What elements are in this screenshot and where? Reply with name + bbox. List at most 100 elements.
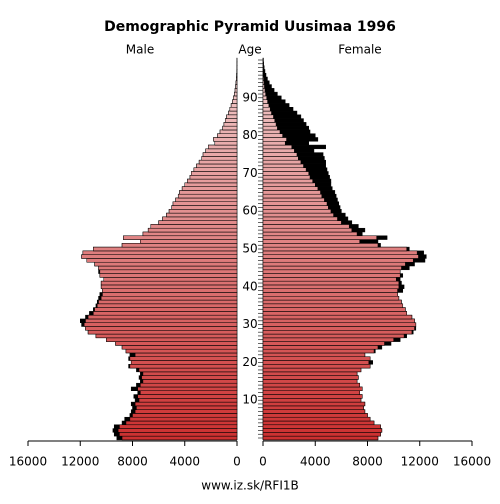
female-common xyxy=(263,96,267,100)
male-common xyxy=(194,168,237,172)
female-common xyxy=(263,228,352,232)
female-common xyxy=(263,145,292,149)
male-common xyxy=(148,228,237,232)
female-common xyxy=(263,88,265,92)
male-common xyxy=(139,368,237,372)
male-common xyxy=(143,372,237,376)
female-common xyxy=(263,77,264,81)
male-common xyxy=(140,391,237,395)
male-common xyxy=(99,300,237,304)
male-common xyxy=(180,190,237,194)
male-common xyxy=(176,198,237,202)
female-common xyxy=(263,194,322,198)
male-common xyxy=(199,160,237,164)
female-common xyxy=(263,330,412,334)
male-common xyxy=(190,175,237,179)
male-common xyxy=(119,432,237,436)
female-common xyxy=(263,300,401,304)
female-common xyxy=(263,353,365,357)
age-tick-label: 80 xyxy=(242,128,257,142)
male-common xyxy=(95,308,237,312)
male-common xyxy=(126,421,237,425)
male-common xyxy=(182,187,237,191)
female-common xyxy=(263,209,331,213)
right-tick-label: 0 xyxy=(259,455,267,469)
female-common xyxy=(263,187,318,191)
female-common xyxy=(263,413,368,417)
male-common xyxy=(217,134,237,138)
male-common xyxy=(203,153,237,157)
male-common xyxy=(197,164,237,168)
female-common xyxy=(263,289,398,293)
female-common xyxy=(263,92,266,96)
female-common xyxy=(263,202,327,206)
male-common xyxy=(235,88,237,92)
male-common xyxy=(231,103,237,107)
male-common xyxy=(135,410,237,414)
female-common xyxy=(263,81,264,85)
female-common xyxy=(263,247,407,251)
male-common xyxy=(232,100,237,104)
female-common xyxy=(263,383,360,387)
male-common xyxy=(135,353,237,357)
left-tick-label: 16000 xyxy=(9,455,47,469)
footer: www.iz.sk/RFI1B xyxy=(201,479,299,493)
female-common xyxy=(263,107,270,111)
female-common xyxy=(263,436,378,440)
male-common xyxy=(96,334,237,338)
left-tick-label: 8000 xyxy=(117,455,148,469)
male-common xyxy=(163,217,237,221)
male-common xyxy=(93,311,237,315)
female-common xyxy=(263,406,364,410)
male-common xyxy=(225,119,237,123)
female-common xyxy=(263,206,328,210)
female-common xyxy=(263,232,357,236)
male-common xyxy=(138,387,237,391)
female-common xyxy=(263,270,400,274)
female-common xyxy=(263,338,394,342)
female-common xyxy=(263,308,405,312)
female-common xyxy=(263,281,399,285)
male-common xyxy=(136,406,237,410)
male-common xyxy=(202,156,237,160)
female-common xyxy=(263,345,378,349)
female-common xyxy=(263,149,294,153)
female-common xyxy=(263,168,306,172)
male-common xyxy=(93,247,237,251)
male-common xyxy=(122,436,237,440)
male-common xyxy=(104,277,237,281)
female-common xyxy=(263,130,280,134)
female-common xyxy=(263,315,412,319)
left-label: Male xyxy=(126,43,154,57)
male-common xyxy=(233,96,237,100)
female-common xyxy=(263,160,301,164)
male-common xyxy=(87,258,237,262)
female-common xyxy=(263,379,357,383)
male-common xyxy=(139,398,237,402)
female-common xyxy=(263,172,309,176)
female-common xyxy=(263,236,377,240)
male-common xyxy=(236,81,237,85)
male-common xyxy=(236,77,237,81)
male-common xyxy=(133,413,238,417)
male-common xyxy=(143,232,237,236)
female-common xyxy=(263,319,415,323)
female-common xyxy=(263,395,362,399)
female-common xyxy=(263,217,337,221)
female-common xyxy=(263,156,298,160)
female-common xyxy=(263,126,277,130)
male-common xyxy=(142,376,237,380)
male-common xyxy=(224,122,237,126)
male-common xyxy=(101,296,237,300)
female-common xyxy=(263,292,398,296)
age-tick-label: 50 xyxy=(242,242,257,256)
age-tick-label: 40 xyxy=(242,279,257,293)
male-common xyxy=(100,274,237,278)
female-common xyxy=(263,103,269,107)
female-common xyxy=(263,391,360,395)
age-tick-label: 70 xyxy=(242,166,257,180)
female-common xyxy=(263,376,358,380)
female-common xyxy=(263,111,271,115)
female-common xyxy=(263,417,370,421)
male-common xyxy=(99,266,237,270)
